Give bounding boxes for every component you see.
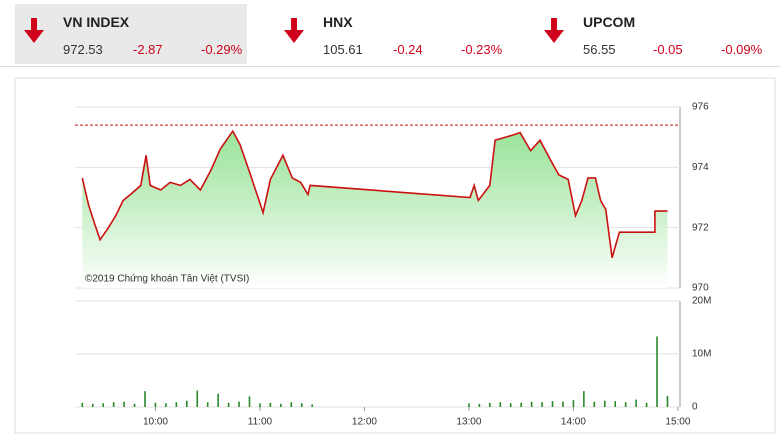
volume-bar [217,393,219,407]
index-change: -0.05 [653,42,683,57]
volume-bar [102,403,105,407]
volume-bar [112,402,115,407]
volume-bar [269,402,272,407]
volume-bar [144,391,146,407]
volume-bar [572,400,575,407]
index-tile[interactable]: HNX 105.61 -0.24 -0.23% [275,4,507,64]
copyright: ©2019 Chứng khoán Tân Việt (TVSI) [85,274,249,285]
y-tick-label: 974 [692,162,709,173]
down-arrow [544,18,564,43]
volume-bar [509,403,512,407]
down-arrow [24,18,44,43]
volume-bar [133,403,136,407]
y-tick-label: 972 [692,222,709,233]
volume-bar [468,403,470,407]
volume-bar [614,401,617,407]
index-value: 105.61 [323,42,363,57]
volume-bar [593,401,596,407]
index-value: 56.55 [583,42,616,57]
volume-bar [206,402,209,407]
volume-bar [300,403,303,407]
x-tick-label: 15:00 [665,417,690,428]
volume-bar [656,336,658,407]
volume-bar [541,402,543,407]
y-tick-label: 0 [692,402,698,413]
index-percent: -0.29% [201,42,243,57]
volume-bar [91,403,94,407]
x-tick-label: 10:00 [143,417,168,428]
volume-bar [635,399,637,407]
volume-bar [259,403,261,407]
index-change: -2.87 [133,42,163,57]
volume-bar [227,402,230,407]
volume-bar [196,390,199,407]
volume-bar [81,402,84,407]
volume-bar [624,402,627,407]
index-tile[interactable]: VN INDEX 972.53 -2.87 -0.29% [15,4,247,64]
volume-bar [551,401,554,407]
x-tick-label: 12:00 [352,417,377,428]
volume-bar [154,402,157,407]
index-tile[interactable]: UPCOM 56.55 -0.05 -0.09% [535,4,767,64]
index-name: HNX [323,14,353,30]
x-tick-label: 11:00 [248,417,273,428]
volume-bar [520,402,522,407]
index-percent: -0.09% [721,42,763,57]
y-tick-label: 976 [692,102,709,113]
volume-bar [499,402,502,407]
y-tick-label: 10M [692,349,711,360]
volume-bar [583,391,585,407]
price-area [82,131,668,288]
index-change: -0.24 [393,42,423,57]
volume-bar [165,403,167,407]
volume-bar [478,403,481,407]
volume-bar [489,402,491,407]
header-divider [0,66,780,67]
volume-bar [248,396,251,407]
volume-bar [290,402,293,407]
volume-bar [238,401,240,407]
index-percent: -0.23% [461,42,503,57]
volume-bar [123,401,125,407]
volume-bar [562,401,564,407]
volume-bar [311,404,313,407]
index-name: UPCOM [583,14,636,30]
volume-bar [603,400,606,407]
y-tick-label: 20M [692,296,711,307]
volume-bar [280,403,282,407]
index-value: 972.53 [63,42,103,57]
x-tick-label: 13:00 [456,417,481,428]
index-name: VN INDEX [63,14,130,30]
price-line [81,129,668,259]
volume-bar [530,401,533,407]
volume-bar [645,402,648,407]
volume-bar [186,400,188,407]
volume-bar [666,395,669,407]
x-tick-label: 14:00 [561,417,586,428]
chart-frame [14,77,776,434]
y-tick-label: 970 [692,283,709,294]
volume-bar [175,402,178,407]
down-arrow [284,18,304,43]
